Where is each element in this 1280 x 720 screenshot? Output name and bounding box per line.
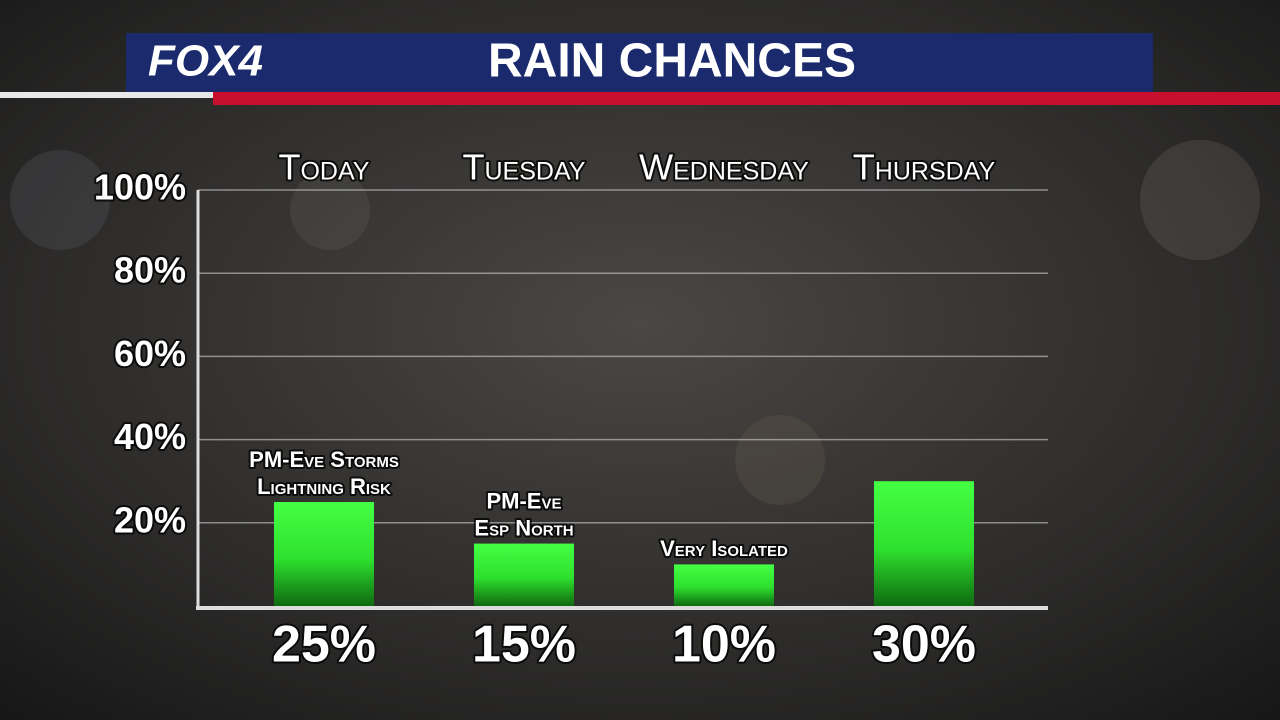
bokeh — [735, 415, 825, 505]
category-label: Thursday — [853, 147, 996, 188]
plot-area: 20% 40% 60% 80% 100% Today 25% PM-Eve StormsLig… — [92, 145, 1048, 676]
category-label: Wednesday — [639, 147, 809, 188]
bar — [674, 564, 774, 606]
bokeh — [10, 150, 110, 250]
value-label: 15% — [472, 616, 576, 674]
annotation: Esp North — [474, 515, 573, 540]
value-label: 25% — [272, 616, 376, 674]
y-tick-label: 100% — [94, 167, 186, 208]
header-line — [0, 92, 213, 98]
y-tick-label: 20% — [114, 499, 186, 540]
chart-title: RAIN CHANCES — [488, 35, 856, 88]
y-tick-label: 40% — [114, 416, 186, 457]
category-label: Today — [279, 147, 370, 188]
bokeh — [1140, 140, 1260, 260]
bar — [274, 502, 374, 606]
annotation: PM-Eve — [486, 488, 561, 513]
y-tick-label: 80% — [114, 250, 186, 291]
bar — [474, 543, 574, 606]
header-bar — [126, 33, 1153, 92]
network-logo: FOX4 — [148, 37, 263, 86]
y-tick-label: 60% — [114, 333, 186, 374]
annotation: Very Isolated — [660, 536, 788, 561]
header-stripe — [213, 92, 1280, 105]
value-label: 30% — [872, 616, 976, 674]
annotation: Lightning Risk — [257, 474, 391, 499]
value-label: 10% — [672, 616, 776, 674]
annotation: PM-Eve Storms — [249, 447, 399, 472]
bar — [874, 481, 974, 606]
category-label: Tuesday — [463, 147, 586, 188]
